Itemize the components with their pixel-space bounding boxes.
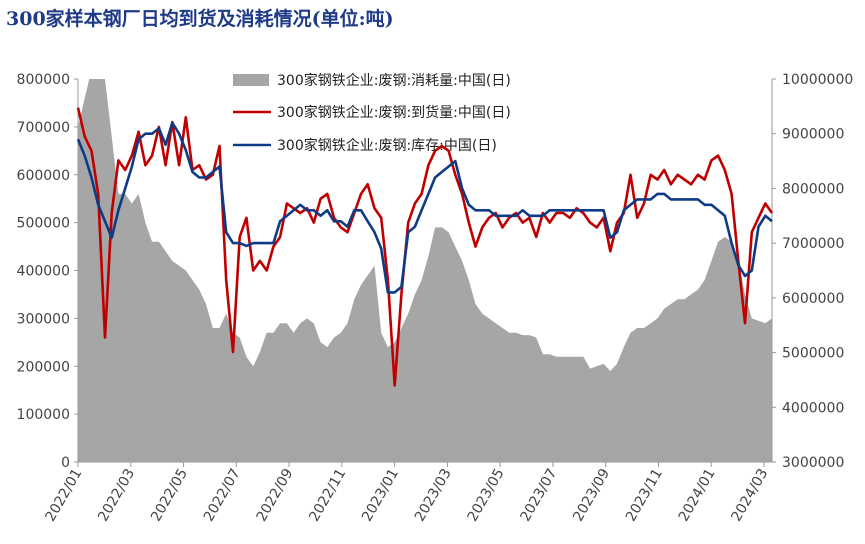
line-series-layer	[76, 107, 774, 387]
legend-swatch	[233, 74, 269, 86]
page-title: 300家样本钢厂日均到货及消耗情况(单位:吨)	[6, 8, 394, 30]
right-tick-label: 9000000	[782, 127, 844, 143]
left-tick-label: 600000	[17, 168, 70, 184]
x-tick-label: 2022/09	[254, 466, 297, 524]
legend: 300家钢铁企业:废钢:消耗量:中国(日) 300家钢铁企业:废钢:到货量:中国(…	[233, 72, 511, 154]
right-tick-label: 8000000	[782, 181, 844, 197]
right-tick-label: 10000000	[782, 72, 853, 88]
legend-label: 300家钢铁企业:废钢:消耗量:中国(日)	[277, 72, 511, 89]
x-tick-label: 2023/01	[359, 466, 402, 524]
x-tick-label: 2023/09	[570, 466, 613, 524]
x-tick-label: 2024/03	[729, 466, 772, 524]
left-tick-label: 800000	[17, 72, 70, 88]
left-tick-label: 200000	[17, 359, 70, 375]
series-area-consumption	[78, 79, 772, 462]
left-tick-label: 700000	[17, 120, 70, 136]
x-tick-label: 2022/07	[201, 466, 244, 524]
x-tick-label: 2024/01	[676, 466, 719, 524]
left-tick-label: 300000	[17, 311, 70, 327]
x-tick-label: 2022/03	[95, 466, 138, 524]
x-tick-label: 2022/01	[43, 466, 86, 524]
x-tick-label: 2022/05	[148, 466, 191, 524]
legend-label: 300家钢铁企业:废钢:到货量:中国(日)	[277, 104, 511, 121]
right-tick-label: 4000000	[782, 400, 844, 416]
area-series-layer	[78, 79, 772, 462]
series-line-inventory	[76, 121, 773, 294]
left-tick-label: 500000	[17, 216, 70, 232]
right-tick-label: 3000000	[782, 455, 844, 471]
left-tick-label: 100000	[17, 407, 70, 423]
x-tick-label: 2023/07	[517, 466, 560, 524]
legend-label: 300家钢铁企业:废钢:库存:中国(日)	[277, 137, 497, 154]
right-tick-label: 6000000	[782, 291, 844, 307]
x-tick-label: 2022/11	[306, 466, 349, 524]
x-tick-label: 2023/05	[465, 466, 508, 524]
x-tick-label: 2023/11	[623, 466, 666, 524]
left-tick-label: 400000	[17, 264, 70, 280]
right-tick-label: 5000000	[782, 346, 844, 362]
left-tick-label: 0	[61, 455, 70, 471]
x-tick-label: 2023/03	[412, 466, 455, 524]
right-tick-label: 7000000	[782, 236, 844, 252]
series-line-arrivals	[76, 107, 774, 387]
